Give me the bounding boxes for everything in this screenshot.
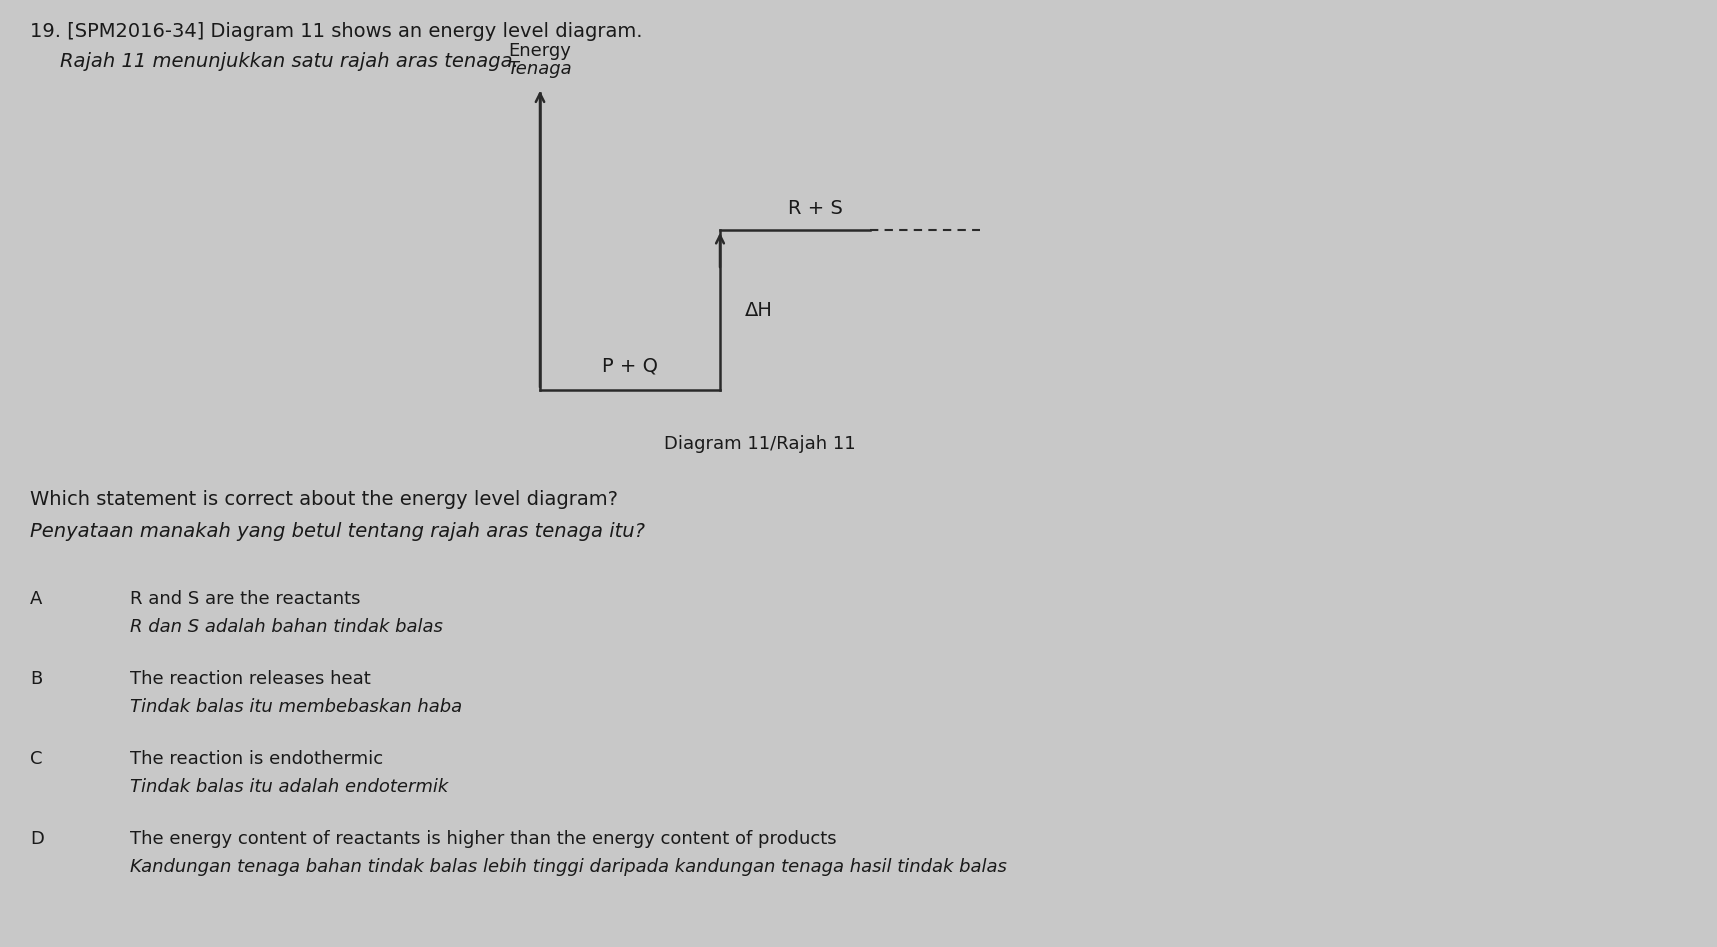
Text: P + Q: P + Q (603, 356, 658, 375)
Text: The energy content of reactants is higher than the energy content of products: The energy content of reactants is highe… (130, 830, 836, 848)
Text: Which statement is correct about the energy level diagram?: Which statement is correct about the ene… (29, 490, 618, 509)
Text: A: A (29, 590, 43, 608)
Text: Energy: Energy (508, 42, 572, 60)
Text: B: B (29, 670, 43, 688)
Text: R dan S adalah bahan tindak balas: R dan S adalah bahan tindak balas (130, 618, 443, 636)
Text: Kandungan tenaga bahan tindak balas lebih tinggi daripada kandungan tenaga hasil: Kandungan tenaga bahan tindak balas lebi… (130, 858, 1006, 876)
Text: ΔH: ΔH (745, 300, 773, 319)
Text: 19. [SPM2016-34] Diagram 11 shows an energy level diagram.: 19. [SPM2016-34] Diagram 11 shows an ene… (29, 22, 642, 41)
Text: Diagram 11/Rajah 11: Diagram 11/Rajah 11 (664, 435, 855, 453)
Text: D: D (29, 830, 45, 848)
Text: The reaction is endothermic: The reaction is endothermic (130, 750, 383, 768)
Text: Penyataan manakah yang betul tentang rajah aras tenaga itu?: Penyataan manakah yang betul tentang raj… (29, 522, 646, 541)
Text: Rajah 11 menunjukkan satu rajah aras tenaga.: Rajah 11 menunjukkan satu rajah aras ten… (60, 52, 519, 71)
Text: R and S are the reactants: R and S are the reactants (130, 590, 361, 608)
Text: Tindak balas itu adalah endotermik: Tindak balas itu adalah endotermik (130, 778, 448, 796)
Text: R + S: R + S (788, 199, 843, 218)
Text: C: C (29, 750, 43, 768)
Text: Tenaga: Tenaga (508, 60, 572, 78)
Text: The reaction releases heat: The reaction releases heat (130, 670, 371, 688)
Text: Tindak balas itu membebaskan haba: Tindak balas itu membebaskan haba (130, 698, 462, 716)
